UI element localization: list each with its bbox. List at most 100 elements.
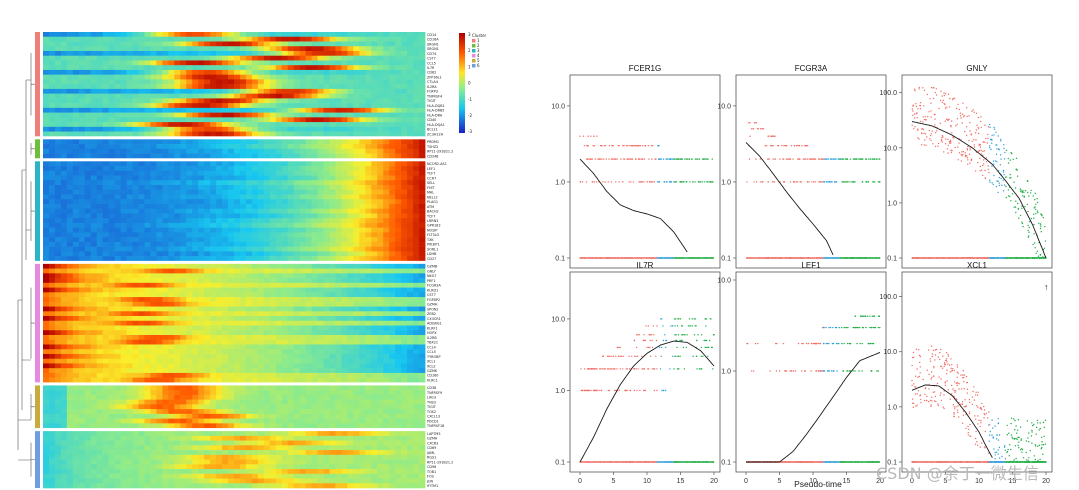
heatmap-cell [132,358,139,364]
heatmap-cell [43,306,50,312]
heatmap-cell [60,112,68,118]
heatmap-cell [186,69,193,75]
heatmap-cell [108,227,116,233]
heatmap-cell [150,69,157,75]
heatmap-cell [245,222,253,228]
heatmap-cell [317,46,324,52]
heatmap-cell [347,368,354,374]
heatmap-cell [257,50,265,57]
heatmap-cell [251,139,259,145]
heatmap-cell [204,180,211,186]
heatmap-cell [234,377,241,383]
heatmap-cell [192,251,199,257]
heatmap-cell [323,166,330,172]
heatmap-cell [222,208,229,214]
heatmap-cell [353,218,360,224]
heatmap-cell [60,175,68,181]
heatmap-cell [234,170,241,176]
heatmap-cell [186,292,193,298]
heatmap-cell [78,363,86,369]
heatmap-cell [102,399,110,405]
heatmap-cell [60,107,68,113]
heatmap-cell [54,175,62,181]
heatmap-cell [228,256,235,262]
heatmap-cell [144,246,151,252]
heatmap-cell [371,88,378,94]
heatmap-cell [78,394,86,400]
heatmap-cell [150,189,157,195]
heatmap-cell [263,344,271,350]
heatmap-cell [383,213,390,219]
heatmap-cell [234,316,241,322]
heatmap-cell [371,122,378,128]
heatmap-cell [66,170,74,176]
heatmap-cell [407,385,414,391]
heatmap-cell [192,185,199,191]
heatmap-cell [353,131,360,137]
heatmap-cell [48,287,56,293]
heatmap-cell [305,126,312,132]
heatmap-cell [365,227,372,233]
heatmap-cell [144,287,151,293]
heatmap-cell [407,107,414,113]
heatmap-cell [299,161,307,167]
heatmap-cell [198,237,205,243]
heatmap-cell [359,103,366,109]
heatmap-cell [245,175,253,181]
heatmap-cell [174,203,181,210]
gene-label: TSHZ2 [426,145,438,149]
heatmap-cell [323,297,330,303]
heatmap-cell [329,344,336,350]
heatmap-cell [389,126,396,132]
heatmap-cell [222,175,229,181]
heatmap-cell [90,122,98,128]
heatmap-cell [180,287,187,293]
heatmap-cell [120,69,127,75]
heatmap-cell [251,237,259,243]
heatmap-cell [114,93,121,99]
heatmap-cell [365,189,372,195]
heatmap-cell [383,74,390,80]
heatmap-cell [305,301,312,307]
heatmap-cell [419,390,426,396]
heatmap-cell [48,175,56,181]
heatmap-cell [347,126,354,132]
heatmap-cell [54,153,62,159]
heatmap-cell [120,363,127,369]
heatmap-cell [90,237,98,243]
heatmap-cell [150,41,157,47]
heatmap-cell [311,339,318,345]
heatmap-cell [210,292,217,298]
heatmap-cell [389,282,396,288]
heatmap-cell [150,246,157,252]
heatmap-cell [72,330,80,336]
heatmap-cell [395,50,402,57]
heatmap-cell [275,122,283,128]
heatmap-cell [198,268,205,274]
heatmap-cell [311,222,318,228]
heatmap-cell [60,377,68,383]
heatmap-cell [72,189,80,195]
heatmap-cell [377,189,384,195]
heatmap-cell [228,335,235,341]
heatmap-cell [90,203,98,210]
heatmap-cell [401,368,408,374]
heatmap-cell [192,180,199,186]
heatmap-cell [72,227,80,233]
heatmap-cell [78,372,86,378]
heatmap-cell [389,237,396,243]
heatmap-cell [257,88,265,94]
heatmap-cell [186,46,193,52]
heatmap-cell [144,112,151,118]
heatmap-cell [84,399,92,405]
heatmap-cell [204,65,211,71]
heatmap-cell [204,107,211,113]
heatmap-cell [281,316,289,322]
heatmap-cell [84,251,92,257]
heatmap-cell [377,282,384,288]
heatmap-cell [269,246,277,252]
heatmap-cell [162,126,169,132]
heatmap-cell [335,36,342,42]
heatmap-cell [323,126,330,132]
heatmap-cell [48,139,56,145]
